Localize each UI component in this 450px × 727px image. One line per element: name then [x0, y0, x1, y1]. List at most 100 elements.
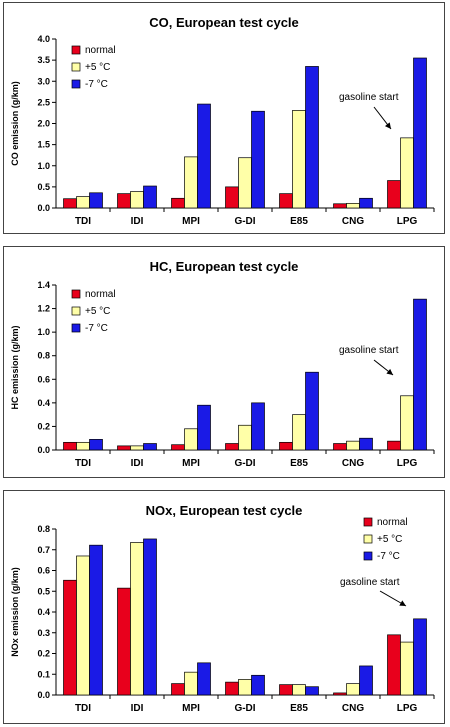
co-bar-idi-2	[143, 185, 157, 209]
nox-x-tick-label: TDI	[75, 703, 91, 714]
nox-bar-lpg-0	[387, 634, 401, 696]
hc-y-tick-label: 1.4	[37, 280, 50, 290]
co-legend-swatch	[71, 62, 81, 72]
co-bar-mpi-0	[171, 197, 185, 209]
nox-legend-label: +5 °C	[377, 534, 402, 545]
co-y-tick-label: 3.0	[37, 76, 50, 86]
hc-bar-tdi-1	[76, 441, 90, 451]
hc-x-tick-label: IDI	[131, 458, 144, 469]
nox-bar-idi-2	[143, 538, 157, 696]
nox-chart-panel: NOx, European test cycle NOx emission (g/…	[3, 490, 445, 724]
co-y-tick-label: 4.0	[37, 34, 50, 44]
co-y-tick-label: 2.0	[37, 119, 50, 129]
hc-bar-mpi-2	[197, 404, 211, 451]
nox-legend-label: -7 °C	[377, 551, 400, 562]
hc-x-tick-label: G-DI	[234, 458, 255, 469]
nox-y-axis-label: NOx emission (g/km)	[10, 567, 20, 657]
co-bar-g-di-2	[251, 110, 265, 209]
co-x-tick-label: E85	[290, 216, 308, 227]
hc-x-tick-label: CNG	[342, 458, 364, 469]
nox-y-tick-label: 0.5	[37, 586, 50, 596]
nox-annotation-arrowhead	[399, 600, 406, 606]
nox-x-tick-label: MPI	[182, 703, 200, 714]
hc-bar-lpg-1	[400, 395, 414, 451]
hc-bar-lpg-2	[413, 298, 427, 451]
hc-y-tick-label: 0.8	[37, 351, 50, 361]
nox-chart-title: NOx, European test cycle	[146, 503, 303, 518]
hc-bar-g-di-1	[238, 424, 252, 451]
co-annotation-arrowhead	[384, 122, 391, 129]
nox-bar-cng-0	[333, 692, 347, 696]
co-y-tick-label: 3.5	[37, 55, 50, 65]
hc-legend-swatch	[71, 323, 81, 333]
hc-y-tick-label: 1.2	[37, 304, 50, 314]
hc-x-tick-label: TDI	[75, 458, 91, 469]
co-x-tick-label: TDI	[75, 216, 91, 227]
hc-legend-swatch	[71, 306, 81, 316]
hc-bar-cng-1	[346, 440, 360, 451]
co-bar-g-di-0	[225, 186, 239, 209]
co-bar-cng-2	[359, 197, 373, 209]
nox-bar-lpg-2	[413, 618, 427, 696]
co-bar-cng-0	[333, 203, 347, 209]
hc-bar-idi-2	[143, 443, 157, 451]
co-annotation-text: gasoline start	[339, 92, 399, 103]
nox-bar-g-di-1	[238, 679, 252, 696]
hc-bar-tdi-2	[89, 439, 103, 451]
nox-bar-mpi-2	[197, 662, 211, 696]
co-y-tick-label: 2.5	[37, 97, 50, 107]
hc-bar-idi-0	[117, 445, 131, 451]
nox-bar-lpg-1	[400, 641, 414, 696]
co-bar-lpg-2	[413, 57, 427, 209]
co-bar-mpi-1	[184, 156, 198, 209]
hc-bar-cng-0	[333, 443, 347, 451]
co-bar-g-di-1	[238, 157, 252, 209]
nox-bar-tdi-0	[63, 579, 77, 696]
hc-annotation-text: gasoline start	[339, 345, 399, 356]
nox-y-tick-label: 0.7	[37, 545, 50, 555]
hc-y-tick-label: 0.4	[37, 398, 50, 408]
nox-x-tick-label: CNG	[342, 703, 364, 714]
hc-legend-label: -7 °C	[85, 323, 108, 334]
nox-x-tick-label: IDI	[131, 703, 144, 714]
co-legend-label: +5 °C	[85, 62, 110, 73]
nox-y-tick-label: 0.0	[37, 690, 50, 700]
co-chart-svg: CO, European test cycle CO emission (g/km…	[10, 15, 435, 227]
co-bar-cng-1	[346, 203, 360, 209]
co-y-tick-label: 1.0	[37, 161, 50, 171]
co-y-tick-label: 1.5	[37, 140, 50, 150]
nox-y-tick-label: 0.8	[37, 524, 50, 534]
nox-y-tick-label: 0.1	[37, 669, 50, 679]
hc-x-tick-label: LPG	[397, 458, 418, 469]
co-x-tick-label: G-DI	[234, 216, 255, 227]
co-legend-label: -7 °C	[85, 79, 108, 90]
hc-legend-swatch	[71, 289, 81, 299]
hc-y-tick-label: 1.0	[37, 327, 50, 337]
hc-bar-g-di-0	[225, 443, 239, 451]
nox-legend-swatch	[363, 551, 373, 561]
co-bar-idi-1	[130, 191, 144, 209]
nox-x-tick-label: G-DI	[234, 703, 255, 714]
co-legend-swatch	[71, 79, 81, 89]
hc-y-axis-label: HC emission (g/km)	[10, 325, 20, 409]
nox-y-tick-label: 0.4	[37, 607, 50, 617]
nox-x-tick-label: LPG	[397, 703, 418, 714]
hc-x-tick-label: MPI	[182, 458, 200, 469]
co-legend-swatch	[71, 45, 81, 55]
nox-legend-label: normal	[377, 517, 408, 528]
nox-bar-idi-0	[117, 587, 131, 696]
nox-bar-e85-2	[305, 686, 319, 696]
hc-y-tick-label: 0.0	[37, 445, 50, 455]
nox-bar-tdi-1	[76, 555, 90, 696]
hc-bar-tdi-0	[63, 441, 77, 451]
hc-bar-cng-2	[359, 437, 373, 451]
co-bar-tdi-1	[76, 196, 90, 209]
hc-x-tick-label: E85	[290, 458, 308, 469]
hc-bar-idi-1	[130, 445, 144, 451]
hc-y-tick-label: 0.6	[37, 374, 50, 384]
hc-legend-label: normal	[85, 289, 116, 300]
hc-chart-svg: HC, European test cycle HC emission (g/km…	[10, 259, 435, 469]
co-bar-mpi-2	[197, 103, 211, 209]
nox-bar-idi-1	[130, 542, 144, 696]
nox-y-tick-label: 0.6	[37, 566, 50, 576]
